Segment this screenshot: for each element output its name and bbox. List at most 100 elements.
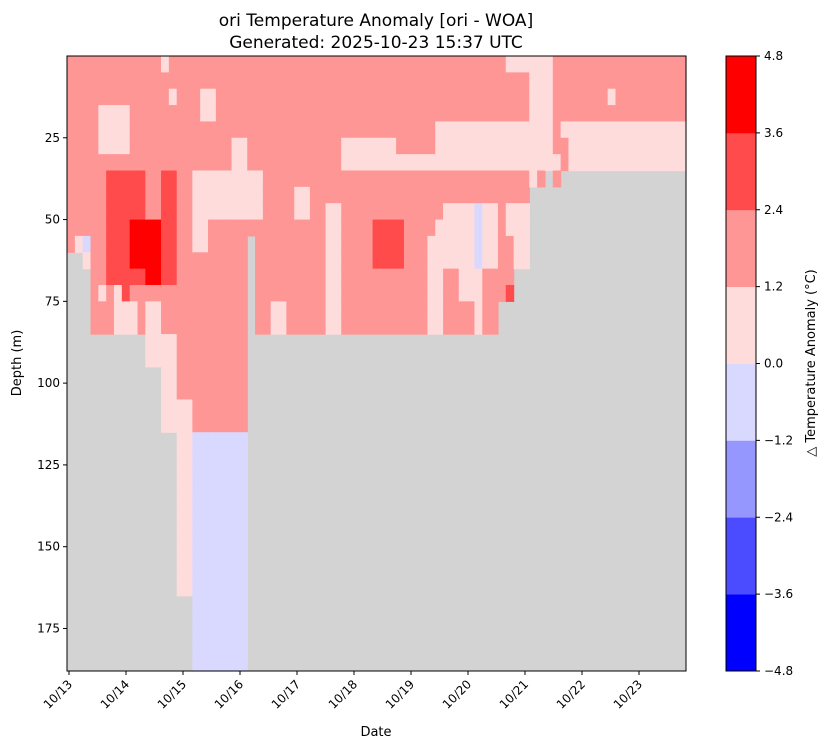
heatmap-cell [599, 72, 609, 90]
heatmap-cell [419, 301, 429, 319]
heatmap-cell [505, 105, 515, 123]
heatmap-cell [388, 72, 397, 90]
heatmap-cell [192, 203, 201, 221]
heatmap-cell [505, 88, 515, 106]
heatmap-cell [153, 334, 162, 352]
heatmap-cell [356, 121, 366, 139]
heatmap-cell [443, 121, 452, 139]
heatmap-cell [670, 72, 679, 90]
heatmap-cell [231, 513, 240, 531]
heatmap-cell [67, 154, 76, 172]
x-tick-label: 10/15 [155, 677, 189, 711]
heatmap-cell [505, 154, 515, 172]
heatmap-cell [341, 170, 350, 188]
heatmap-cell [176, 546, 186, 564]
heatmap-cell [466, 219, 476, 237]
heatmap-cell [90, 88, 99, 106]
heatmap-cell [584, 121, 593, 139]
heatmap-cell [137, 235, 146, 253]
heatmap-cell [98, 186, 107, 204]
heatmap-cell [192, 448, 201, 466]
heatmap-cell [176, 563, 186, 581]
heatmap-cell [98, 137, 107, 155]
heatmap-cell [317, 284, 327, 302]
heatmap-cell [278, 203, 287, 221]
heatmap-cell [341, 317, 350, 335]
heatmap-cell [192, 661, 201, 672]
heatmap-cell [521, 121, 530, 139]
heatmap-cell [200, 595, 209, 613]
heatmap-cell [286, 121, 295, 139]
heatmap-cell [419, 219, 429, 237]
heatmap-cell [231, 154, 240, 172]
heatmap-cell [200, 137, 209, 155]
heatmap-cell [443, 72, 452, 90]
heatmap-cell [223, 219, 233, 237]
heatmap-cell [490, 121, 499, 139]
heatmap-cell [388, 88, 397, 106]
heatmap-cell [631, 121, 640, 139]
heatmap-cell [615, 154, 624, 172]
heatmap-cell [341, 301, 350, 319]
heatmap-cell [192, 595, 201, 613]
heatmap-cell [341, 235, 350, 253]
heatmap-cell [490, 186, 499, 204]
heatmap-cell [341, 88, 350, 106]
heatmap-cell [200, 105, 209, 123]
heatmap-cell [192, 432, 201, 450]
heatmap-cell [396, 137, 405, 155]
heatmap-cell [403, 105, 413, 123]
heatmap-cell [607, 105, 617, 123]
heatmap-cell [599, 56, 609, 73]
heatmap-cell [153, 219, 162, 237]
heatmap-cell [450, 235, 460, 253]
heatmap-cell [278, 137, 287, 155]
heatmap-cell [239, 628, 248, 646]
heatmap-cell [184, 546, 193, 564]
heatmap-cell [74, 56, 84, 73]
heatmap-cell [208, 203, 217, 221]
heatmap-cell [497, 219, 507, 237]
heatmap-cell [168, 203, 178, 221]
heatmap-cell [450, 121, 460, 139]
heatmap-cell [168, 252, 178, 270]
heatmap-cell [505, 235, 515, 253]
colorbar-tick-label: 4.8 [764, 49, 783, 63]
heatmap-cell [231, 72, 240, 90]
heatmap-cell [544, 72, 554, 90]
heatmap-cell [239, 530, 248, 548]
heatmap-cell [490, 252, 499, 270]
heatmap-cell [356, 137, 366, 155]
heatmap-cell [317, 72, 327, 90]
heatmap-cell [341, 56, 350, 73]
heatmap-cell [427, 252, 436, 270]
heatmap-cell [184, 219, 193, 237]
heatmap-cell [599, 154, 609, 172]
heatmap-cell [106, 235, 115, 253]
heatmap-cell [482, 235, 491, 253]
heatmap-cell [403, 252, 413, 270]
heatmap-cell [184, 317, 193, 335]
heatmap-cell [396, 105, 405, 123]
heatmap-cell [466, 121, 476, 139]
heatmap-cell [121, 203, 131, 221]
heatmap-cell [631, 72, 640, 90]
heatmap-cell [231, 415, 240, 433]
heatmap-cell [208, 170, 217, 188]
heatmap-cell [129, 252, 139, 270]
heatmap-cell [317, 317, 327, 335]
heatmap-cell [145, 72, 154, 90]
heatmap-cell [145, 203, 154, 221]
heatmap-cell [176, 317, 186, 335]
y-axis-ticks: 25 50 75 100 125 150 175 [37, 131, 67, 635]
heatmap-cell [419, 137, 429, 155]
heatmap-cell [176, 203, 186, 221]
heatmap-cell [121, 121, 131, 139]
heatmap-cell [239, 268, 248, 286]
heatmap-cell [678, 154, 687, 172]
heatmap-cell [223, 644, 233, 662]
heatmap-cell [176, 350, 186, 368]
heatmap-cell [325, 56, 335, 73]
heatmap-cell [560, 154, 570, 172]
heatmap-cell [482, 72, 491, 90]
